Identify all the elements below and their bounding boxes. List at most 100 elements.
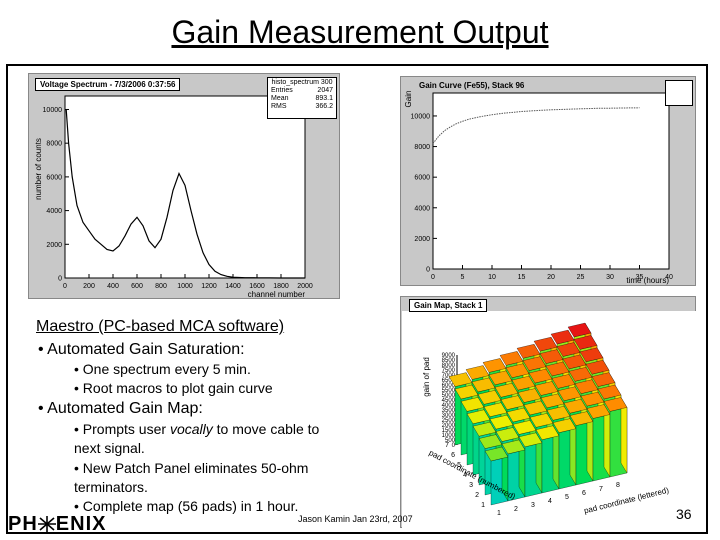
spectrum-stats-box: histo_spectrum 300 Entries 2047 Mean 893.1…	[267, 77, 337, 119]
gainmap-x-tick-label: 2	[514, 506, 518, 513]
gaincurve-x-tick-label: 20	[547, 274, 555, 281]
gainmap-cell-top	[494, 383, 519, 398]
gaincurve-x-tick-label: 25	[577, 274, 585, 281]
gainmap-cell-top	[501, 439, 526, 455]
spectrum-x-tick-label: 800	[155, 283, 167, 290]
gainmap-cell-top	[580, 391, 605, 407]
gainmap-zlabel: gain of pad	[422, 357, 431, 397]
gainmap-z-tick-label: 3500	[442, 408, 456, 414]
sub-bullet-spectrum: • One spectrum every 5 min.	[74, 361, 251, 377]
spectrum-xlabel: channel number	[248, 290, 306, 299]
gainmap-y-tick-label: 6	[451, 452, 455, 459]
gainmap-cell-top	[516, 344, 541, 359]
gainmap-cell-top	[551, 374, 576, 389]
sub-bullet-patch-panel: • New Patch Panel eliminates 50-ohm	[74, 460, 309, 476]
gainmap-cell-top	[550, 329, 575, 345]
gainmap-z-tick-label: 7500	[442, 368, 456, 374]
gainmap-panel: 0 500 1000 1500 2000 2500 3000 3500 4000 4500 5000…	[400, 296, 696, 528]
page-number: 36	[676, 506, 692, 522]
gainmap-z-tick-label: 1000	[442, 433, 456, 439]
bullet-automated-gain-map: • Automated Gain Map:	[38, 400, 203, 417]
gaincurve-panel: 0 5 10 15 20 25 30 35 40 0 2000 4000 6000 8000 10000 G…	[400, 76, 696, 286]
gainmap-cell-top	[448, 372, 473, 387]
gainmap-cell-top	[517, 388, 542, 403]
gaincurve-x-tick-label: 10	[488, 274, 496, 281]
gainmap-z-tick-label: 6500	[442, 378, 456, 384]
gaincurve-x-tick-label: 40	[665, 274, 673, 281]
gaincurve-y-tick-label: 10000	[411, 113, 431, 120]
gainmap-y-tick-label: 4	[463, 472, 467, 479]
gainmap-cell-top	[567, 322, 592, 338]
spectrum-x-tick-label: 400	[107, 283, 119, 290]
gainmap-cell-top	[472, 422, 497, 437]
gainmap-y-tick-label: 5	[457, 462, 461, 469]
gainmap-y-tick-label: 3	[469, 482, 473, 489]
gainmap-cell-top	[528, 368, 553, 384]
gainmap-x-tick-label: 8	[616, 482, 620, 489]
spectrum-x-tick-label: 1000	[177, 283, 193, 290]
spectrum-y-tick-label: 6000	[46, 174, 62, 181]
gainmap-cell-top	[482, 358, 507, 373]
spectrum-y-tick-label: 2000	[46, 242, 62, 249]
gainmap-cell-top	[534, 381, 559, 396]
spectrum-x-tick-label: 0	[63, 283, 67, 290]
gainmap-cell-top	[556, 342, 581, 357]
gainmap-z-tick-label: 9000	[442, 353, 456, 359]
gaincurve-xlabel: time (hours)	[626, 276, 669, 285]
gaincurve-x-tick-label: 15	[518, 274, 526, 281]
gainmap-y-tick-label: 1	[481, 502, 485, 509]
spectrum-title: Voltage Spectrum - 7/3/2006 0:37:56	[35, 78, 181, 91]
gainmap-cell-top	[506, 407, 531, 423]
gainmap-z-tick-label: 1500	[442, 428, 456, 434]
stats-row: Entries 2047	[271, 87, 333, 94]
gainmap-cell-top	[535, 425, 560, 440]
gaincurve-y-tick-label: 2000	[414, 236, 430, 243]
gaincurve-x-tick-label: 0	[431, 274, 435, 281]
gainmap-x-tick-label: 3	[531, 502, 535, 509]
gainmap-z-tick-label: 5000	[442, 393, 456, 399]
gaincurve-stats-box	[665, 80, 693, 106]
gaincurve-y-tick-label: 8000	[414, 144, 430, 151]
spectrum-panel: 0 200 400 600 800 1000 1200 1400 1600 1800 2000 0 20…	[28, 73, 340, 299]
sub-bullet-patch-panel-line2: terminators.	[74, 479, 148, 495]
stats-row: Mean 893.1	[271, 95, 333, 102]
spectrum-x-tick-label: 1200	[201, 283, 217, 290]
gainmap-title: Gain Map, Stack 1	[409, 299, 488, 312]
spectrum-x-tick-label: 1600	[249, 283, 265, 290]
gainmap-cell-top	[499, 351, 524, 366]
gainmap-x-tick-label: 1	[497, 510, 501, 517]
gainmap-cell-top	[488, 370, 513, 385]
gainmap-z-tick-label: 8000	[442, 363, 456, 369]
gainmap-cell-top	[546, 406, 571, 421]
stats-row: RMS 366.2	[271, 103, 333, 110]
gainmap-cell-top	[533, 337, 558, 352]
gainmap-cell-top	[484, 446, 509, 462]
gainmap-x-tick-label: 7	[599, 486, 603, 493]
spectrum-y-tick-label: 8000	[46, 141, 62, 148]
gainmap-cell-top	[471, 377, 496, 393]
gaincurve-y-tick-label: 6000	[414, 175, 430, 182]
gainmap-cell-top	[465, 365, 490, 380]
gainmap-cell-top	[529, 413, 554, 428]
gainmap-cell-top	[586, 404, 611, 419]
gainmap-cell-top	[477, 390, 502, 405]
gainmap-cell-top	[562, 354, 587, 370]
gainmap-z-tick-label: 7000	[442, 373, 456, 379]
gainmap-cell-top	[585, 360, 610, 375]
gainmap-z-tick-label: 0	[452, 443, 456, 449]
heading-text: Maestro (PC-based MCA software)	[36, 318, 285, 335]
gainmap-z-tick-label: 500	[445, 438, 456, 444]
gainmap-z-tick-label: 4500	[442, 398, 456, 404]
gainmap-x-tick-label: 5	[565, 494, 569, 501]
gainmap-cell-top	[557, 386, 582, 401]
gainmap-y-tick-label: 2	[475, 492, 479, 499]
gaincurve-title: Gain Curve (Fe55), Stack 96	[419, 81, 525, 90]
content-frame	[6, 64, 708, 534]
gainmap-cell-top	[540, 393, 565, 409]
gainmap-cell-top	[483, 402, 508, 417]
gaincurve-y-tick-label: 0	[426, 267, 430, 274]
sub-bullet-root-macros: • Root macros to plot gain curve	[74, 380, 273, 396]
gainmap-cell-top	[552, 418, 577, 433]
gainmap-cell-top	[495, 427, 520, 442]
gainmap-z-tick-label: 2000	[442, 423, 456, 429]
